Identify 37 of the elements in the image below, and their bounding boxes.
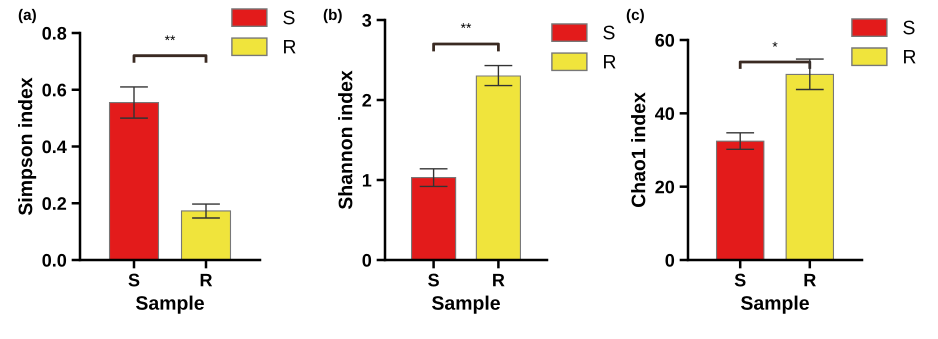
y-tick-label: 3: [362, 14, 372, 27]
x-axis-title: Sample: [740, 296, 809, 314]
legend-label: R: [604, 54, 616, 68]
x-tick-label: S: [428, 274, 439, 286]
y-tick-label: 2: [362, 94, 372, 107]
legend-label: R: [904, 50, 916, 64]
legend-label: R: [284, 40, 296, 54]
x-tick-label: R: [200, 274, 212, 286]
x-tick-label: R: [804, 274, 816, 286]
legend-label: S: [603, 26, 615, 40]
y-tick-label: 0.0: [42, 254, 66, 267]
annotation: **: [164, 35, 176, 40]
chart-title: (c): [626, 8, 644, 24]
chart-title: (b): [324, 8, 342, 24]
y-tick-label: 60: [655, 34, 674, 47]
y-tick-label: 20: [655, 180, 674, 194]
y-tick-label: 40: [655, 107, 674, 120]
y-axis-title: Chao1 index: [631, 92, 646, 208]
y-tick-label: 0.2: [42, 197, 66, 210]
x-tick-label: S: [734, 274, 746, 286]
y-tick-label: 1: [362, 174, 372, 187]
y-tick-label: 0: [665, 254, 674, 267]
y-tick-label: 0.8: [42, 26, 66, 40]
y-tick-label: 0.4: [42, 140, 67, 154]
legend-label: S: [903, 20, 915, 34]
legend-label: S: [283, 10, 295, 24]
annotation: **: [460, 23, 472, 28]
x-tick-label: R: [493, 274, 505, 286]
annotation: *: [772, 42, 778, 47]
y-tick-label: 0: [362, 254, 372, 267]
chart-title: (a): [18, 8, 36, 24]
x-axis-title: Sample: [432, 296, 500, 314]
y-tick-label: 0.6: [42, 84, 66, 96]
x-axis-title: Sample: [136, 296, 204, 314]
x-tick-label: S: [128, 274, 140, 286]
y-axis-title: Shannon index: [338, 70, 352, 210]
y-axis-title: Simpson index: [18, 77, 36, 216]
